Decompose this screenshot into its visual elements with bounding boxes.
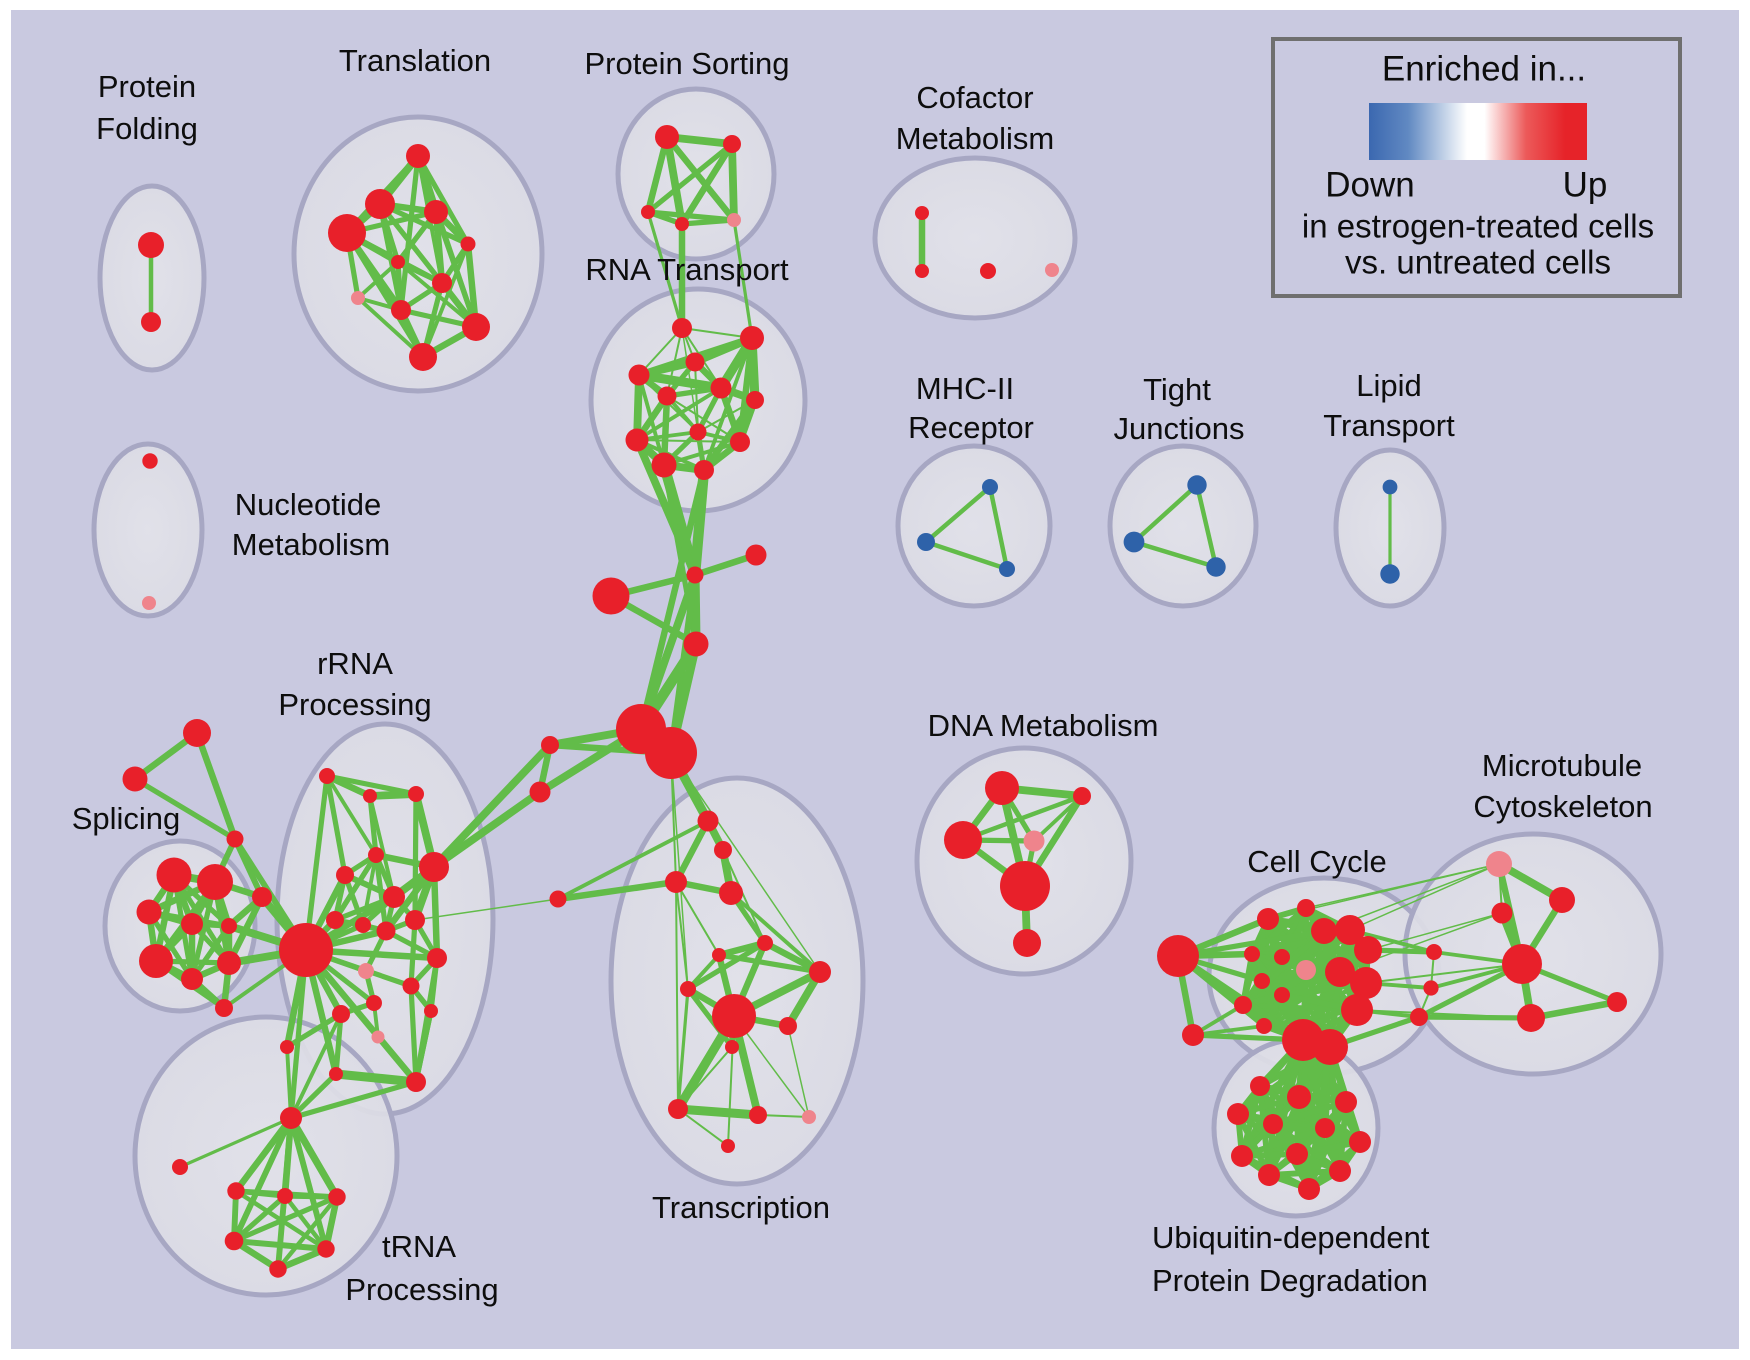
svg-text:Protein: Protein — [98, 69, 196, 104]
svg-text:Transport: Transport — [1323, 408, 1455, 443]
svg-text:DNA Metabolism: DNA Metabolism — [928, 708, 1159, 743]
svg-text:RNA Transport: RNA Transport — [585, 252, 789, 287]
svg-text:Ubiquitin-dependent: Ubiquitin-dependent — [1152, 1220, 1430, 1255]
svg-text:Cofactor: Cofactor — [916, 80, 1033, 115]
svg-text:Protein Degradation: Protein Degradation — [1152, 1263, 1428, 1298]
svg-text:Receptor: Receptor — [908, 410, 1034, 445]
svg-text:Transcription: Transcription — [652, 1190, 830, 1225]
svg-text:rRNA: rRNA — [317, 646, 393, 681]
svg-text:Folding: Folding — [96, 111, 198, 146]
svg-text:Processing: Processing — [345, 1272, 498, 1307]
svg-text:Microtubule: Microtubule — [1482, 748, 1642, 783]
svg-text:Up: Up — [1563, 165, 1608, 204]
svg-text:Metabolism: Metabolism — [232, 527, 391, 562]
svg-text:tRNA: tRNA — [382, 1229, 456, 1264]
svg-text:Tight: Tight — [1143, 372, 1211, 407]
svg-text:Splicing: Splicing — [72, 801, 181, 836]
svg-text:Down: Down — [1325, 165, 1414, 204]
svg-text:Lipid: Lipid — [1356, 368, 1422, 403]
svg-text:Cell Cycle: Cell Cycle — [1247, 844, 1387, 879]
svg-text:Enriched in...: Enriched in... — [1382, 49, 1586, 88]
svg-text:Translation: Translation — [339, 43, 491, 78]
svg-text:MHC-II: MHC-II — [916, 371, 1014, 406]
svg-text:Metabolism: Metabolism — [896, 121, 1055, 156]
svg-text:Nucleotide: Nucleotide — [235, 487, 381, 522]
svg-text:Junctions: Junctions — [1114, 411, 1245, 446]
svg-text:vs. untreated cells: vs. untreated cells — [1345, 244, 1611, 281]
svg-text:Processing: Processing — [278, 687, 431, 722]
svg-text:Protein Sorting: Protein Sorting — [584, 46, 789, 81]
svg-text:Cytoskeleton: Cytoskeleton — [1473, 789, 1652, 824]
svg-text:in estrogen-treated cells: in estrogen-treated cells — [1302, 208, 1654, 245]
